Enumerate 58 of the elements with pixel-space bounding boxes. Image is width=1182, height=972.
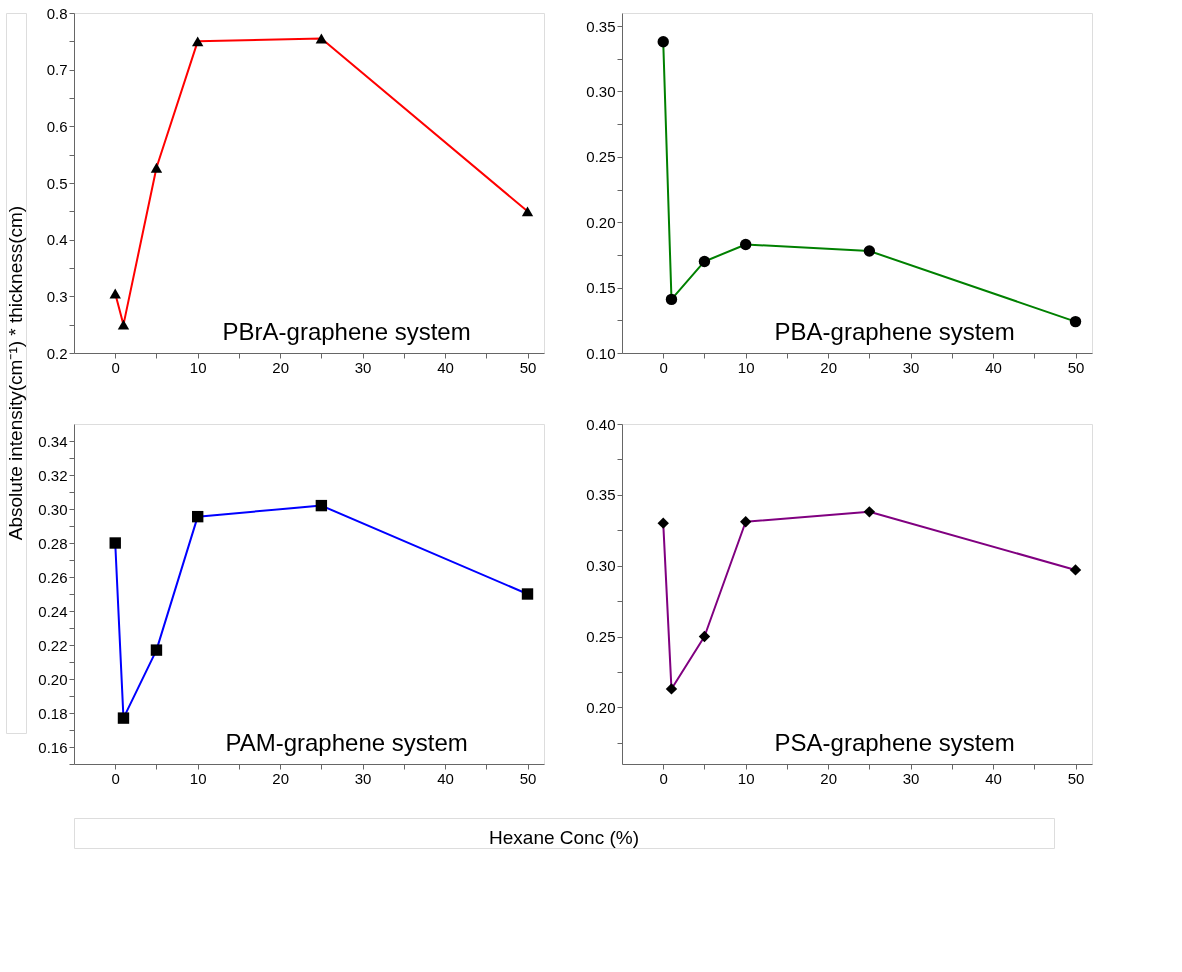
y-tick-label: 0.2 (46, 344, 68, 362)
text: PAM-graphene system (225, 729, 468, 756)
y-tick-label: 0.28 (38, 534, 68, 552)
y-tick-label: 0.4 (46, 231, 68, 249)
y-tick-label: 0.24 (38, 602, 68, 620)
x-tick-label: 0 (659, 769, 668, 787)
y-tick-label: 0.35 (586, 17, 616, 35)
x-tick-label: 30 (902, 769, 920, 787)
y-tick-label: 0.20 (586, 213, 616, 231)
y-tick-label: 0.32 (38, 466, 68, 484)
x-tick-label: 40 (985, 358, 1002, 376)
x-tick-label: 20 (272, 769, 289, 787)
y-tick-label: 0.34 (38, 432, 68, 450)
x-tick-label: 0 (111, 358, 120, 376)
y-tick-label: 0.6 (46, 117, 68, 135)
x-tick-label: 10 (737, 358, 755, 376)
y-tick-label: 0.25 (586, 628, 616, 645)
x-tick-label: 30 (354, 358, 372, 376)
y-axis-title: Absolute intensity(cm⁻¹) * thickness(cm) (5, 205, 26, 541)
y-tick-label: 0.8 (46, 4, 68, 22)
y-tick-label: 0.20 (38, 670, 68, 688)
x-tick-label: 40 (437, 358, 454, 376)
x-tick-label: 20 (272, 358, 289, 376)
y-tick-label: 0.35 (586, 486, 616, 504)
x-tick-label: 10 (189, 358, 207, 376)
y-tick-label: 0.18 (38, 704, 68, 722)
x-tick-label: 40 (437, 769, 454, 787)
y-tick-label: 0.15 (586, 279, 616, 297)
x-tick-label: 50 (519, 358, 537, 376)
x-tick-label: 20 (820, 769, 837, 787)
x-axis-title: Hexane Conc (%) (489, 827, 639, 848)
y-tick-label: 0.30 (586, 557, 616, 575)
text: PSA-graphene system (774, 729, 1015, 756)
y-tick-label: 0.22 (38, 636, 68, 654)
x-tick-label: 50 (519, 769, 537, 787)
text: PBA-graphene system (774, 318, 1015, 345)
x-tick-label: 30 (902, 358, 920, 376)
text: PBrA-graphene system (222, 318, 471, 345)
y-tick-label: 0.26 (38, 568, 68, 586)
y-tick-label: 0.25 (586, 148, 616, 166)
text: 0.10 (586, 344, 616, 362)
y-tick-label: 0.30 (586, 82, 616, 100)
y-tick-label: 0.40 (586, 415, 616, 433)
x-tick-label: 50 (1067, 358, 1085, 376)
x-tick-label: 0 (111, 769, 120, 787)
x-tick-label: 50 (1067, 769, 1085, 787)
y-tick-label: 0.20 (586, 698, 616, 716)
x-tick-label: 30 (354, 769, 372, 787)
x-tick-label: 20 (820, 358, 837, 376)
y-tick-label: 0.7 (46, 61, 68, 79)
x-tick-label: 10 (189, 769, 207, 787)
y-tick-label: 0.16 (38, 738, 68, 756)
y-tick-label: 0.3 (46, 287, 68, 305)
y-tick-label: 0.5 (46, 174, 68, 192)
x-tick-label: 10 (737, 769, 755, 787)
x-tick-label: 0 (659, 358, 668, 376)
x-tick-label: 40 (985, 769, 1002, 787)
y-tick-label: 0.30 (38, 500, 68, 518)
